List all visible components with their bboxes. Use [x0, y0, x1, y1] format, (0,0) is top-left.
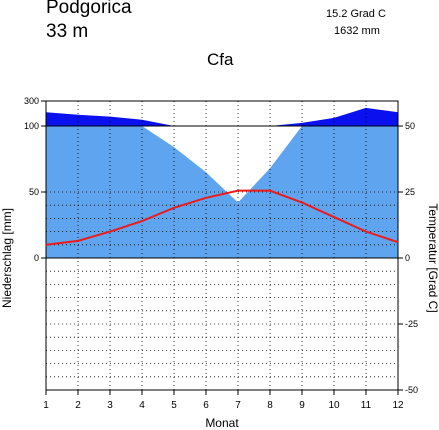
mean-temperature: 15.2 Grad C [326, 8, 386, 20]
x-tick-label: 7 [235, 400, 241, 411]
x-tick-label: 5 [171, 400, 177, 411]
x-tick-label: 9 [299, 400, 305, 411]
x-tick-label: 3 [107, 400, 113, 411]
y-right-tick-label: 0 [405, 253, 410, 263]
y-axis-right-label: Temperatur [Grad C] [426, 203, 439, 312]
y-right-tick-label: -25 [405, 319, 418, 329]
y-right-tick-label: -50 [405, 385, 418, 395]
x-axis-label: Monat [205, 416, 239, 430]
station-name: Podgorica [46, 0, 132, 18]
x-tick-label: 2 [75, 400, 81, 411]
climate-class: Cfa [207, 50, 234, 69]
station-elevation: 33 m [46, 21, 89, 42]
x-tick-label: 11 [361, 400, 372, 411]
y-left-tick-label: 50 [29, 187, 39, 197]
x-tick-label: 4 [139, 400, 145, 411]
y-left-tick-label: 0 [34, 253, 39, 263]
y-left-tick-label: 300 [24, 96, 39, 106]
x-tick-label: 8 [267, 400, 273, 411]
y-axis-left-label: Niederschlag [mm] [0, 208, 14, 308]
temperature-line [45, 189, 399, 246]
annual-precipitation: 1632 mm [334, 25, 380, 37]
plot-frame [45, 100, 399, 391]
x-tick-label: 10 [328, 400, 340, 411]
x-tick-label: 12 [392, 400, 404, 411]
grid-layer [46, 101, 398, 390]
y-left-tick-label: 100 [24, 121, 39, 131]
y-right-tick-label: 50 [405, 121, 415, 131]
x-tick-label: 6 [203, 400, 209, 411]
perhumid-area [46, 107, 398, 126]
y-right-tick-label: 25 [405, 187, 415, 197]
x-tick-label: 1 [43, 400, 49, 411]
series-layer [45, 189, 399, 246]
